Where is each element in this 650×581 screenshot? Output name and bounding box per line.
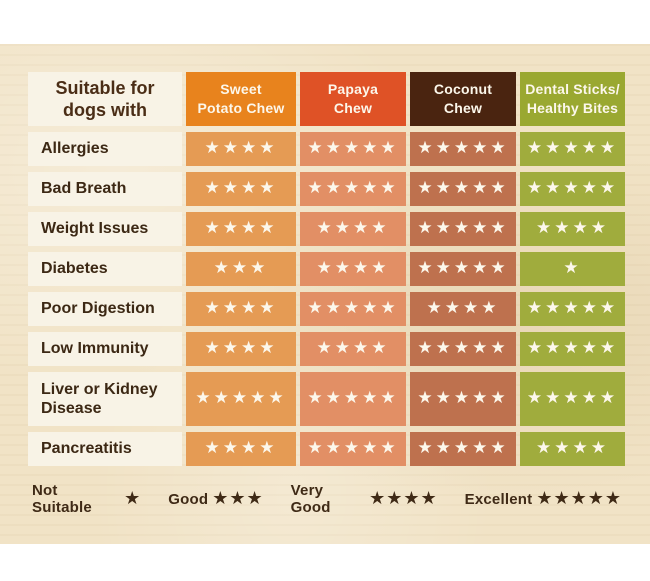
legend-label: Good bbox=[168, 490, 209, 508]
star-rating: ★★★★★ bbox=[526, 297, 619, 318]
star-rating: ★★★★★ bbox=[417, 217, 509, 238]
star-rating: ★★★★★ bbox=[526, 137, 619, 158]
rating-cell: ★★★★★ bbox=[410, 212, 516, 246]
rating-cell: ★★★★ bbox=[186, 172, 296, 206]
legend-stars: ★ bbox=[124, 488, 142, 509]
star-rating: ★★★★★ bbox=[526, 337, 619, 358]
star-rating: ★★★★★ bbox=[417, 177, 509, 198]
legend-item: Excellent ★★★★★ bbox=[465, 490, 622, 508]
row-label: Low Immunity bbox=[28, 332, 182, 366]
rating-cell: ★★★★★ bbox=[410, 332, 516, 366]
paper-background: Suitable for dogs with Sweet Potato Chew… bbox=[0, 44, 650, 544]
rating-cell: ★★★★ bbox=[300, 252, 406, 286]
star-rating: ★ bbox=[563, 257, 582, 278]
star-rating: ★★★★ bbox=[204, 437, 278, 458]
rating-cell: ★★★★ bbox=[300, 212, 406, 246]
rating-cell: ★★★★★ bbox=[520, 132, 625, 166]
comparison-table: Suitable for dogs with Sweet Potato Chew… bbox=[28, 72, 625, 466]
rating-cell: ★★★★★ bbox=[410, 252, 516, 286]
rating-cell: ★★★★★ bbox=[410, 132, 516, 166]
rating-cell: ★ bbox=[520, 252, 625, 286]
legend-stars: ★★★★ bbox=[369, 488, 438, 509]
star-rating: ★★★★★ bbox=[307, 177, 399, 198]
rating-cell: ★★★★★ bbox=[300, 372, 406, 426]
rating-cell: ★★★★★ bbox=[520, 372, 625, 426]
legend-item: Very Good ★★★★ bbox=[291, 482, 438, 516]
star-rating: ★★★★★ bbox=[307, 437, 399, 458]
rating-cell: ★★★★★ bbox=[300, 292, 406, 326]
star-rating: ★★★★ bbox=[204, 217, 278, 238]
rating-cell: ★★★★★ bbox=[410, 372, 516, 426]
star-rating: ★★★★★ bbox=[417, 257, 509, 278]
star-rating: ★★★★ bbox=[316, 257, 390, 278]
star-rating: ★★★★★ bbox=[417, 387, 509, 408]
legend-stars: ★★★★★ bbox=[536, 488, 622, 509]
star-rating: ★★★★ bbox=[536, 217, 609, 238]
rating-cell: ★★★★ bbox=[410, 292, 516, 326]
rating-cell: ★★★★ bbox=[300, 332, 406, 366]
rating-cell: ★★★★★ bbox=[520, 172, 625, 206]
star-rating: ★★★★ bbox=[426, 297, 500, 318]
legend-stars: ★★★ bbox=[212, 488, 264, 509]
rating-cell: ★★★★★ bbox=[300, 172, 406, 206]
legend-item: Not Suitable ★ bbox=[32, 482, 141, 516]
rating-cell: ★★★★★ bbox=[300, 432, 406, 466]
column-header-sweet-potato-chew: Sweet Potato Chew bbox=[186, 72, 296, 126]
star-rating: ★★★★★ bbox=[526, 387, 619, 408]
column-header-papaya-chew: Papaya Chew bbox=[300, 72, 406, 126]
rating-cell: ★★★★ bbox=[186, 212, 296, 246]
corner-header: Suitable for dogs with bbox=[28, 72, 182, 126]
star-rating: ★★★★★ bbox=[417, 437, 509, 458]
rating-legend: Not Suitable ★ Good ★★★ Very Good ★★★★ Excelle… bbox=[32, 482, 622, 516]
star-rating: ★★★★★ bbox=[195, 387, 287, 408]
rating-cell: ★★★★ bbox=[186, 132, 296, 166]
star-rating: ★★★★★ bbox=[307, 297, 399, 318]
rating-cell: ★★★★★ bbox=[520, 332, 625, 366]
rating-cell: ★★★★ bbox=[520, 212, 625, 246]
row-label: Liver or Kidney Disease bbox=[28, 372, 182, 426]
rating-cell: ★★★★★ bbox=[300, 132, 406, 166]
rating-cell: ★★★★ bbox=[186, 332, 296, 366]
star-rating: ★★★★★ bbox=[307, 387, 399, 408]
legend-label: Excellent bbox=[464, 490, 533, 508]
rating-cell: ★★★ bbox=[186, 252, 296, 286]
star-rating: ★★★★ bbox=[204, 337, 278, 358]
row-label: Pancreatitis bbox=[28, 432, 182, 466]
legend-item: Good ★★★ bbox=[168, 490, 263, 508]
legend-label: Not Suitable bbox=[32, 482, 92, 516]
rating-cell: ★★★★★ bbox=[520, 292, 625, 326]
star-rating: ★★★★ bbox=[204, 177, 278, 198]
row-label: Bad Breath bbox=[28, 172, 182, 206]
legend-label: Very Good bbox=[290, 482, 331, 516]
star-rating: ★★★★ bbox=[316, 337, 390, 358]
rating-cell: ★★★★ bbox=[186, 432, 296, 466]
column-header-dental-sticks: Dental Sticks/ Healthy Bites bbox=[520, 72, 625, 126]
star-rating: ★★★★★ bbox=[417, 337, 509, 358]
rating-cell: ★★★★ bbox=[186, 292, 296, 326]
star-rating: ★★★ bbox=[213, 257, 269, 278]
row-label: Poor Digestion bbox=[28, 292, 182, 326]
row-label: Allergies bbox=[28, 132, 182, 166]
star-rating: ★★★★★ bbox=[307, 137, 399, 158]
rating-cell: ★★★★★ bbox=[410, 172, 516, 206]
star-rating: ★★★★★ bbox=[526, 177, 619, 198]
rating-cell: ★★★★ bbox=[520, 432, 625, 466]
star-rating: ★★★★ bbox=[316, 217, 390, 238]
star-rating: ★★★★ bbox=[204, 137, 278, 158]
star-rating: ★★★★ bbox=[204, 297, 278, 318]
row-label: Weight Issues bbox=[28, 212, 182, 246]
column-header-coconut-chew: Coconut Chew bbox=[410, 72, 516, 126]
star-rating: ★★★★★ bbox=[417, 137, 509, 158]
rating-cell: ★★★★★ bbox=[186, 372, 296, 426]
rating-cell: ★★★★★ bbox=[410, 432, 516, 466]
row-label: Diabetes bbox=[28, 252, 182, 286]
star-rating: ★★★★ bbox=[536, 437, 609, 458]
